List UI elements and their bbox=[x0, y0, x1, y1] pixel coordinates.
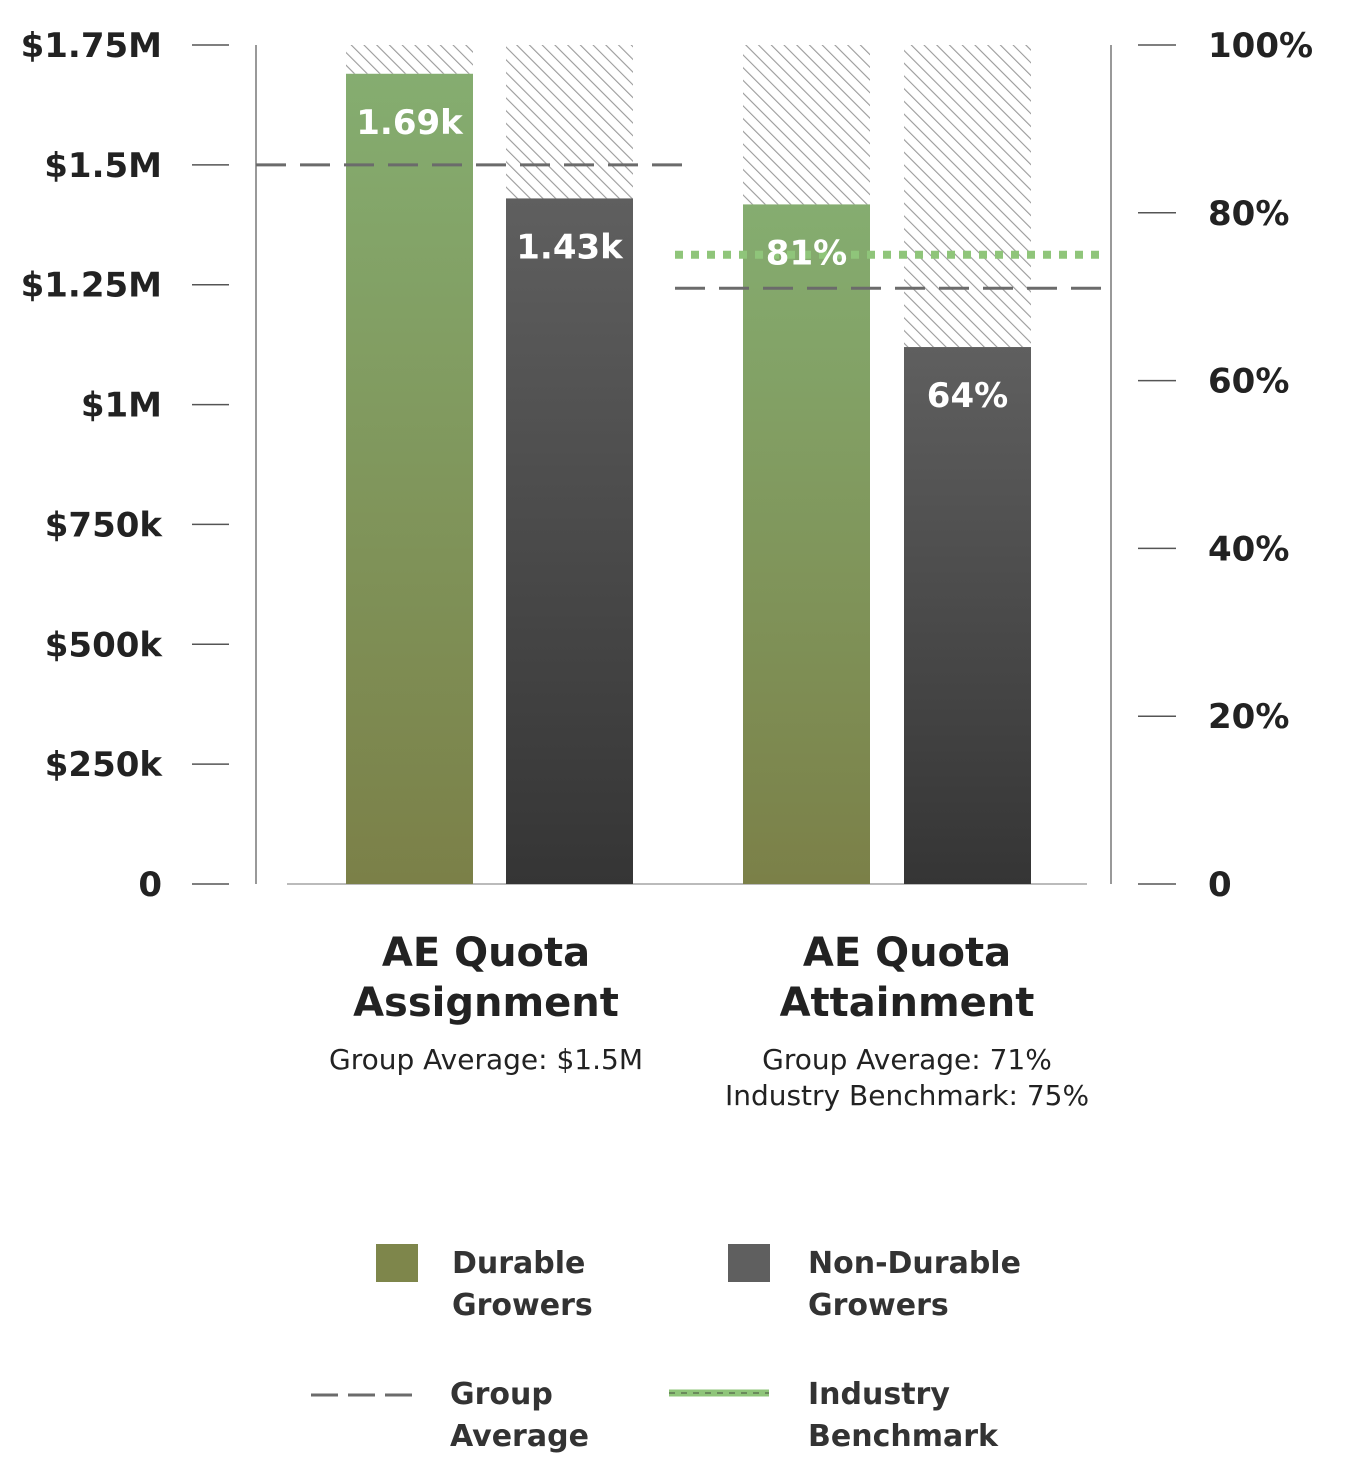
legend-label: Benchmark bbox=[808, 1419, 999, 1454]
bar-value-label: 1.43k bbox=[516, 227, 624, 267]
left-tick-label: $750k bbox=[45, 505, 164, 545]
bar-remainders bbox=[346, 45, 1031, 348]
bar-remainder bbox=[904, 45, 1031, 348]
bar bbox=[743, 204, 870, 884]
bar-labels: 1.69k 1.43k 81% 64% bbox=[356, 103, 1008, 416]
right-tick-label: 80% bbox=[1208, 194, 1289, 234]
bar bbox=[506, 198, 633, 885]
category-title: AE Quota bbox=[803, 930, 1011, 976]
bar bbox=[904, 347, 1031, 884]
left-tick-label: 0 bbox=[138, 865, 162, 905]
bar-remainder bbox=[506, 45, 633, 199]
legend-label: Growers bbox=[452, 1288, 593, 1323]
legend-label: Average bbox=[450, 1419, 589, 1454]
category-title: Attainment bbox=[780, 980, 1035, 1026]
bars bbox=[346, 73, 1031, 885]
legend-swatch bbox=[376, 1244, 418, 1282]
bar-value-label: 64% bbox=[927, 376, 1008, 416]
legend-label: Durable bbox=[452, 1246, 585, 1281]
category-subtitle: Group Average: 71% bbox=[762, 1043, 1052, 1076]
left-tick-label: $1.5M bbox=[44, 146, 162, 186]
legend-swatch bbox=[728, 1244, 770, 1282]
legend-label: Non-Durable bbox=[808, 1246, 1021, 1281]
axes: 0 $250k $500k $750k $1M $1.25M $1.5M $1.75M 0 20%… bbox=[21, 26, 1313, 905]
category-subtitle: Industry Benchmark: 75% bbox=[725, 1079, 1089, 1112]
category-title: Assignment bbox=[353, 980, 619, 1026]
category-title: AE Quota bbox=[382, 930, 590, 976]
category-subtitle: Group Average: $1.5M bbox=[329, 1043, 643, 1076]
right-tick-label: 60% bbox=[1208, 362, 1289, 402]
legend-label: Industry bbox=[808, 1377, 950, 1412]
right-tick-label: 20% bbox=[1208, 697, 1289, 737]
left-tick-label: $1M bbox=[81, 386, 162, 426]
right-tick-label: 40% bbox=[1208, 529, 1289, 569]
bar-remainder bbox=[346, 45, 473, 74]
left-tick-label: $500k bbox=[45, 625, 164, 665]
right-tick-label: 0 bbox=[1208, 865, 1232, 905]
right-tick-label: 100% bbox=[1208, 26, 1313, 66]
reference-lines bbox=[256, 163, 1103, 290]
left-tick-label: $250k bbox=[45, 745, 164, 785]
left-tick-label: $1.25M bbox=[21, 266, 162, 306]
bar bbox=[346, 73, 473, 884]
bar-value-label: 1.69k bbox=[356, 103, 464, 143]
legend-label: Growers bbox=[808, 1288, 949, 1323]
bar-value-label: 81% bbox=[766, 233, 847, 273]
left-tick-label: $1.75M bbox=[21, 26, 162, 66]
legend-label: Group bbox=[450, 1377, 553, 1412]
bar-remainder bbox=[743, 45, 870, 205]
legend: Durable Growers Non-Durable Growers Group Ave… bbox=[311, 1244, 1021, 1454]
